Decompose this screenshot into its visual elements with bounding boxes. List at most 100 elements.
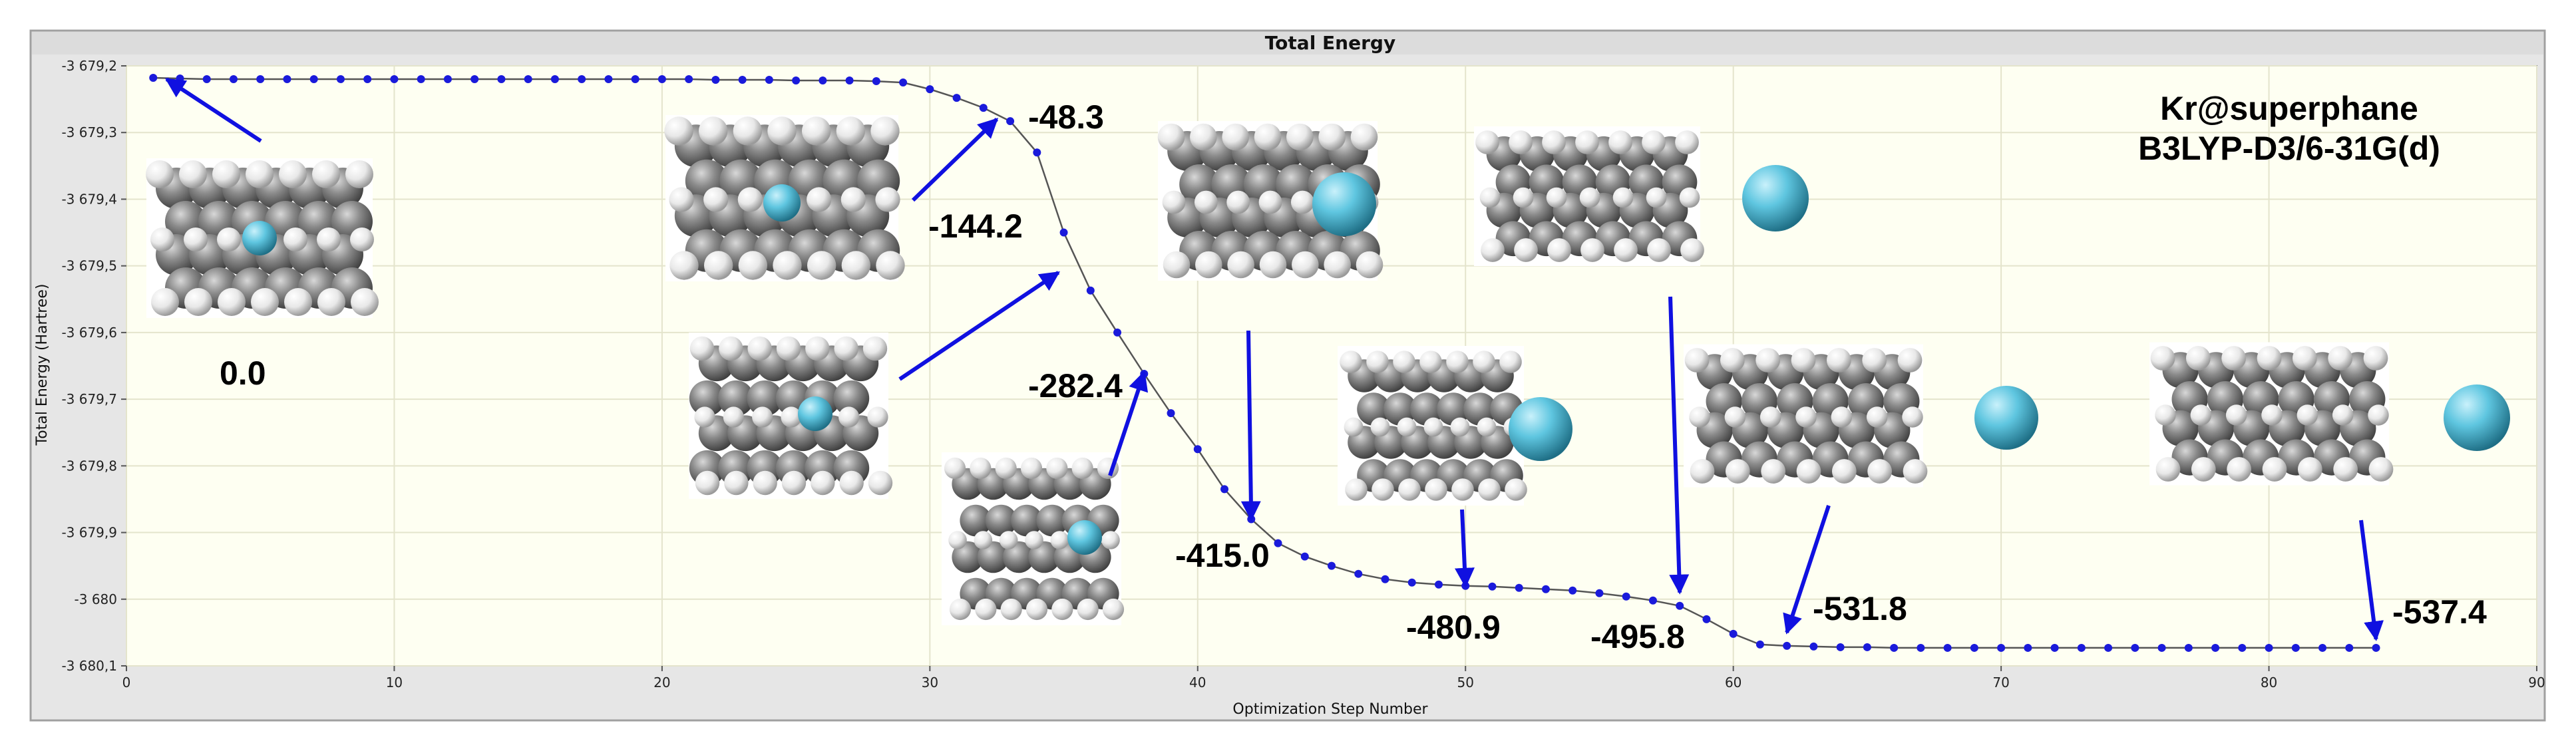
hydrogen-atom <box>2292 346 2317 371</box>
hydrogen-atom <box>2363 346 2388 371</box>
data-point <box>1702 615 1711 623</box>
hydrogen-atom <box>1725 459 1750 484</box>
hydrogen-atom <box>1356 251 1383 279</box>
data-point <box>1167 409 1175 418</box>
data-point <box>1300 552 1309 561</box>
krypton-atom <box>1509 397 1572 461</box>
hydrogen-atom <box>179 160 207 188</box>
hydrogen-atom <box>146 160 174 188</box>
hydrogen-atom <box>695 470 720 496</box>
hydrogen-atom <box>1647 238 1671 262</box>
data-point <box>1033 148 1041 157</box>
hydrogen-atom <box>970 457 992 480</box>
hydrogen-atom <box>1425 478 1447 501</box>
krypton-atom <box>1312 172 1376 236</box>
hydrogen-atom <box>317 227 341 251</box>
hydrogen-atom <box>811 470 835 496</box>
hydrogen-atom <box>1475 130 1499 154</box>
structure-step-84 <box>2149 342 2394 486</box>
x-axis-label: Optimization Step Number <box>1232 701 1428 718</box>
hydrogen-atom <box>1761 459 1786 484</box>
hydrogen-atom <box>801 116 831 146</box>
data-point <box>283 75 291 84</box>
hydrogen-atom <box>1318 123 1346 151</box>
hydrogen-atom <box>1902 406 1923 428</box>
carbon-atom <box>1463 392 1497 426</box>
annotation-arrow <box>1668 296 1690 595</box>
data-point <box>685 75 693 84</box>
hydrogen-atom <box>870 116 900 146</box>
hydrogen-atom <box>312 160 340 188</box>
data-point <box>1809 642 1818 651</box>
energy-label-step-62: -531.8 <box>1813 590 1907 627</box>
hydrogen-atom <box>944 457 966 480</box>
y-axis-label: Total Energy (Hartree) <box>34 284 51 446</box>
hydrogen-atom <box>1690 459 1715 484</box>
data-point <box>443 75 452 84</box>
hydrogen-atom <box>1286 123 1314 151</box>
hydrogen-atom <box>1372 478 1394 501</box>
annotation-arrows <box>164 77 2384 641</box>
hydrogen-atom <box>719 336 743 361</box>
data-point <box>2024 643 2032 652</box>
hydrogen-atom <box>350 227 374 251</box>
hydrogen-atom <box>723 406 744 428</box>
hydrogen-atom <box>1473 351 1495 373</box>
data-point <box>1193 445 1202 454</box>
krypton-atom <box>1067 520 1102 555</box>
hydrogen-atom <box>1340 351 1362 373</box>
annotation-arrow <box>1240 330 1261 522</box>
hydrogen-atom <box>753 470 777 496</box>
carbon-atom <box>977 541 1010 573</box>
data-point <box>1755 640 1764 649</box>
data-point <box>1622 592 1630 601</box>
hydrogen-atom <box>184 227 208 251</box>
energy-line <box>153 76 2376 649</box>
chart-title: Total Energy <box>1265 32 1395 54</box>
data-point <box>1648 596 1657 605</box>
data-point <box>1113 328 1122 337</box>
hydrogen-atom <box>875 187 900 212</box>
hydrogen-atom <box>1759 406 1781 428</box>
carbon-atom <box>747 380 783 416</box>
method-name: B3LYP-D3/6-31G(d) <box>2138 130 2440 167</box>
data-point <box>845 76 854 85</box>
hydrogen-atom <box>184 288 212 316</box>
energy-label-step-32: -48.3 <box>1028 98 1104 136</box>
data-point <box>1328 561 1336 570</box>
data-point <box>979 104 988 112</box>
data-point <box>1836 643 1845 651</box>
hydrogen-atom <box>776 336 801 361</box>
hydrogen-atom <box>283 227 307 251</box>
hydrogen-atom <box>1580 238 1604 262</box>
hydrogen-atom <box>284 288 312 316</box>
data-point <box>2131 643 2139 652</box>
y-tick-label: -3 679,8 <box>61 458 117 474</box>
hydrogen-atom <box>1791 348 1816 373</box>
structure-step-50 <box>1338 346 1527 506</box>
carbon-atom <box>689 380 725 416</box>
data-point <box>256 75 265 84</box>
hydrogen-atom <box>1423 417 1443 437</box>
hydrogen-atom <box>1481 238 1505 262</box>
hydrogen-atom <box>974 531 993 549</box>
hydrogen-atom <box>279 160 307 188</box>
x-tick-label: 30 <box>922 675 938 690</box>
data-point <box>1006 117 1015 126</box>
data-point <box>1434 580 1443 589</box>
hydrogen-atom <box>1509 130 1533 154</box>
hydrogen-atom <box>1831 406 1853 428</box>
data-point <box>926 85 934 94</box>
annotation-arrow <box>1783 505 1831 635</box>
data-point <box>524 75 532 84</box>
data-point <box>417 75 425 84</box>
hydrogen-atom <box>1514 238 1538 262</box>
hydrogen-atom <box>2185 346 2211 371</box>
data-point <box>1354 569 1363 578</box>
data-point <box>2157 643 2166 652</box>
hydrogen-atom <box>2155 404 2176 426</box>
hydrogen-atom <box>2225 404 2247 426</box>
hydrogen-atom <box>694 406 715 428</box>
hydrogen-atom <box>1025 598 1048 621</box>
